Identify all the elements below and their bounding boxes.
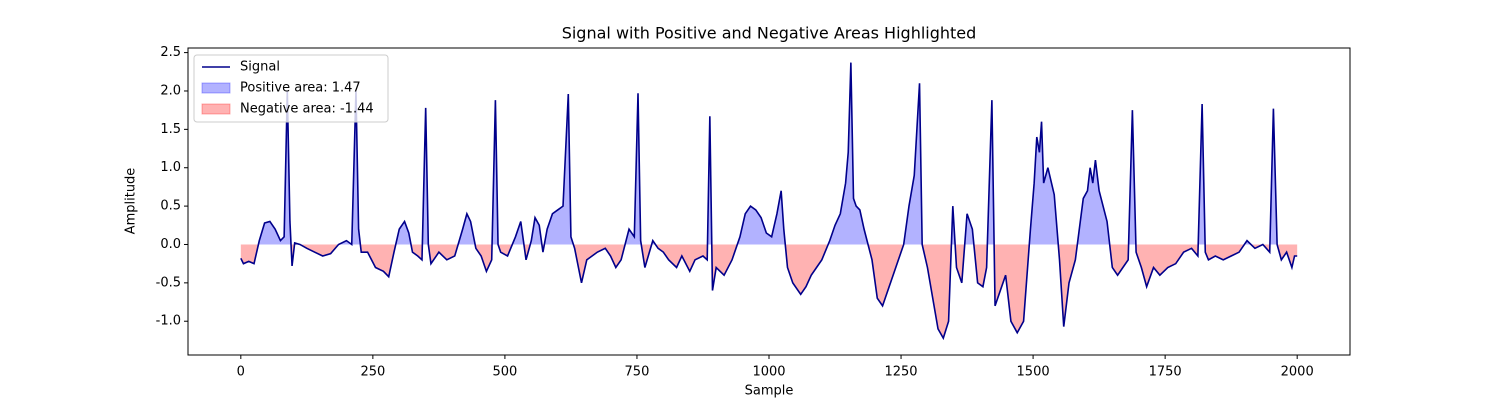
y-tick-label: -1.0	[156, 314, 181, 329]
x-axis-label: Sample	[745, 384, 794, 399]
positive-area	[258, 62, 1278, 245]
x-tick-label: 1500	[1017, 365, 1050, 380]
signal-line	[240, 62, 1298, 341]
x-tick-label: 2000	[1281, 365, 1314, 380]
y-tick-label: -0.5	[156, 275, 181, 290]
y-tick-label: 0.5	[160, 199, 181, 214]
chart-title: Signal with Positive and Negative Areas …	[562, 24, 977, 43]
y-tick-label: 0.0	[160, 237, 181, 252]
y-axis-label: Amplitude	[124, 168, 139, 235]
legend-box	[193, 54, 389, 123]
x-tick-label: 250	[360, 365, 385, 380]
legend-label: Positive area: 1.47	[240, 81, 361, 96]
y-tick-label: 2.5	[160, 45, 181, 60]
x-tick-label: 1250	[884, 365, 917, 380]
x-tick-label: 0	[237, 365, 245, 380]
x-tick-label: 1750	[1149, 365, 1182, 380]
y-tick-label: 1.5	[160, 122, 181, 137]
legend-label: Signal	[240, 60, 280, 75]
x-tick-label: 750	[625, 365, 650, 380]
negative-area	[240, 244, 1298, 339]
legend-label: Negative area: -1.44	[240, 102, 374, 117]
y-tick-label: 2.0	[160, 83, 181, 98]
x-tick-label: 500	[492, 365, 517, 380]
plot-frame	[187, 47, 1351, 356]
y-tick-label: 1.0	[160, 160, 181, 175]
legend-patch	[201, 82, 231, 94]
legend-patch	[201, 103, 231, 115]
x-tick-label: 1000	[752, 365, 785, 380]
